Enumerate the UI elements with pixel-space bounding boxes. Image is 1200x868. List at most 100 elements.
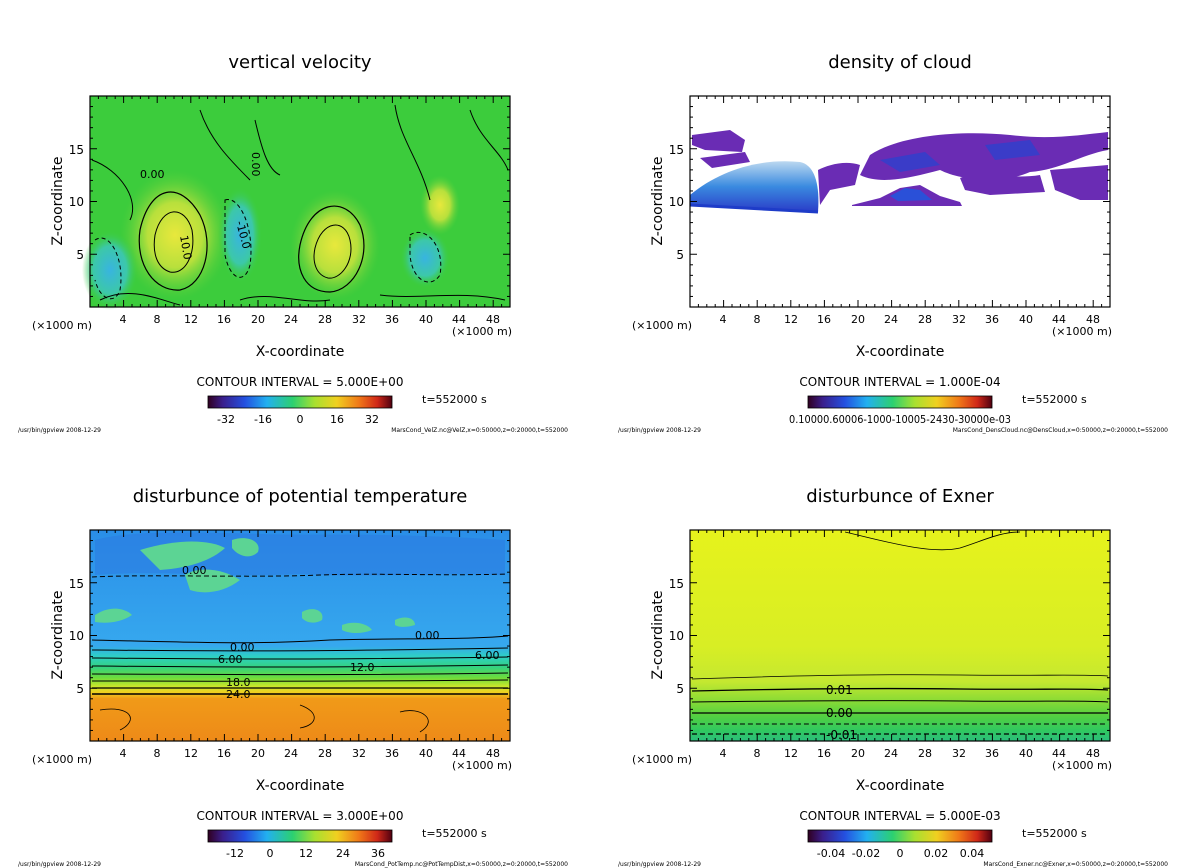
contour-label: 18.0: [226, 676, 251, 689]
colorbar-tick: 32: [365, 413, 379, 426]
colorbar-tick: 0: [297, 413, 304, 426]
x-tick-label: 20: [251, 313, 265, 326]
x-ticks: 4 8 12 16 20 24 28 32 36 40 44 48: [720, 747, 1101, 760]
x-tick-label: 8: [754, 313, 761, 326]
x-unit-right: (×1000 m): [1052, 759, 1112, 772]
x-tick-label: 44: [452, 747, 466, 760]
contour-label: 0.00: [140, 168, 165, 181]
contour-label: 0.00: [230, 641, 255, 654]
x-tick-label: 40: [419, 313, 433, 326]
contour-interval: CONTOUR INTERVAL = 3.000E+00: [197, 809, 404, 823]
colorbar-tick: 0.04: [960, 847, 985, 860]
y-axis-label: Z-coordinate: [650, 156, 666, 245]
x-tick-label: 12: [184, 313, 198, 326]
x-tick-label: 48: [486, 747, 500, 760]
x-tick-label: 24: [884, 747, 898, 760]
contour-label: 0.00: [182, 564, 207, 577]
colorbar-tick: -32: [217, 413, 235, 426]
x-tick-label: 24: [884, 313, 898, 326]
x-tick-label: 20: [851, 313, 865, 326]
x-tick-label: 28: [918, 313, 932, 326]
axis-tick-marks: [89, 95, 1111, 742]
y-ticks: 5 10 15: [69, 577, 84, 696]
chart-title: disturbunce of potential temperature: [133, 486, 468, 507]
x-tick-label: 12: [184, 747, 198, 760]
colorbar-tick: 0: [267, 847, 274, 860]
x-ticks: 4 8 12 16 20 24 28 32 36 40 44 48: [120, 313, 501, 326]
chart-title: vertical velocity: [228, 52, 372, 73]
footer-right: MarsCond_Exner.nc@Exner,x=0:50000,z=0:20…: [983, 861, 1168, 868]
x-tick-label: 8: [754, 747, 761, 760]
footer-right: MarsCond_VelZ.nc@VelZ,x=0:50000,z=0:2000…: [391, 427, 568, 434]
x-tick-label: 4: [720, 313, 727, 326]
x-axis-label: X-coordinate: [256, 344, 345, 360]
x-tick-label: 44: [452, 313, 466, 326]
x-tick-label: 16: [217, 747, 231, 760]
y-tick-label: 15: [69, 143, 84, 157]
x-unit-right: (×1000 m): [1052, 325, 1112, 338]
x-tick-label: 40: [1019, 313, 1033, 326]
contour-label: 0.00: [249, 152, 262, 177]
x-axis-label: X-coordinate: [856, 344, 945, 360]
footer-left: /usr/bin/gpview 2008-12-29: [618, 861, 701, 868]
x-tick-label: 4: [720, 747, 727, 760]
y-tick-label: 10: [69, 195, 84, 209]
x-tick-label: 8: [154, 747, 161, 760]
x-tick-label: 12: [784, 313, 798, 326]
colorbar: [207, 395, 393, 409]
colorbar-tick: 12: [299, 847, 313, 860]
y-tick-label: 10: [669, 629, 684, 643]
contour-label: 10.0: [177, 234, 194, 260]
colorbar-tick: 16: [330, 413, 344, 426]
colorbar-tick: 0.02: [924, 847, 949, 860]
x-tick-label: 32: [952, 313, 966, 326]
x-ticks: 4 8 12 16 20 24 28 32 36 40 44 48: [720, 313, 1101, 326]
x-tick-label: 32: [952, 747, 966, 760]
time-label: t=552000 s: [1022, 393, 1087, 406]
colorbar: [807, 395, 993, 409]
x-ticks: 4 8 12 16 20 24 28 32 36 40 44 48: [120, 747, 501, 760]
x-tick-label: 32: [352, 313, 366, 326]
y-tick-label: 5: [76, 248, 84, 262]
y-axis-label: Z-coordinate: [50, 590, 66, 679]
panel-potential-temperature: disturbunce of potential temperature 0.0…: [18, 486, 568, 868]
chart-title: disturbunce of Exner: [806, 486, 994, 507]
y-tick-label: 15: [669, 143, 684, 157]
panel-density-of-cloud: density of cloud 4 8 12 16 20 24 28 32: [618, 52, 1168, 434]
colorbar-tick: 24: [336, 847, 350, 860]
footer-left: /usr/bin/gpview 2008-12-29: [618, 427, 701, 434]
x-tick-label: 36: [385, 313, 399, 326]
x-tick-label: 20: [251, 747, 265, 760]
x-tick-label: 36: [985, 313, 999, 326]
plot-area: 0.01 0.00 -0.01: [689, 529, 1111, 742]
x-tick-label: 4: [120, 313, 127, 326]
chart-title: density of cloud: [828, 52, 972, 73]
panel-vertical-velocity: vertical velocity 0.00 10.0 0.00 -10.0: [18, 52, 568, 434]
x-unit-left: (×1000 m): [32, 319, 92, 332]
x-tick-label: 4: [120, 747, 127, 760]
plot-area: [689, 95, 1111, 308]
x-tick-label: 16: [817, 747, 831, 760]
colorbar-tick: 0: [897, 847, 904, 860]
contour-label: 24.0: [226, 688, 251, 701]
y-tick-label: 5: [676, 248, 684, 262]
y-tick-label: 15: [69, 577, 84, 591]
y-tick-label: 15: [669, 577, 684, 591]
time-label: t=552000 s: [422, 827, 487, 840]
y-tick-label: 10: [69, 629, 84, 643]
footer-right: MarsCond_PotTemp.nc@PotTempDist,x=0:5000…: [355, 861, 568, 868]
x-tick-label: 44: [1052, 313, 1066, 326]
x-tick-label: 48: [486, 313, 500, 326]
contour-interval: CONTOUR INTERVAL = 5.000E+00: [197, 375, 404, 389]
y-ticks: 5 10 15: [69, 143, 84, 262]
contour-label: 12.0: [350, 661, 375, 674]
time-label: t=552000 s: [1022, 827, 1087, 840]
colorbar: [207, 829, 393, 843]
contour-interval: CONTOUR INTERVAL = 1.000E-04: [799, 375, 1000, 389]
contour-interval: CONTOUR INTERVAL = 5.000E-03: [799, 809, 1000, 823]
y-ticks: 5 10 15: [669, 143, 684, 262]
y-tick-label: 10: [669, 195, 684, 209]
x-tick-label: 48: [1086, 313, 1100, 326]
contour-label: 0.00: [826, 706, 853, 720]
